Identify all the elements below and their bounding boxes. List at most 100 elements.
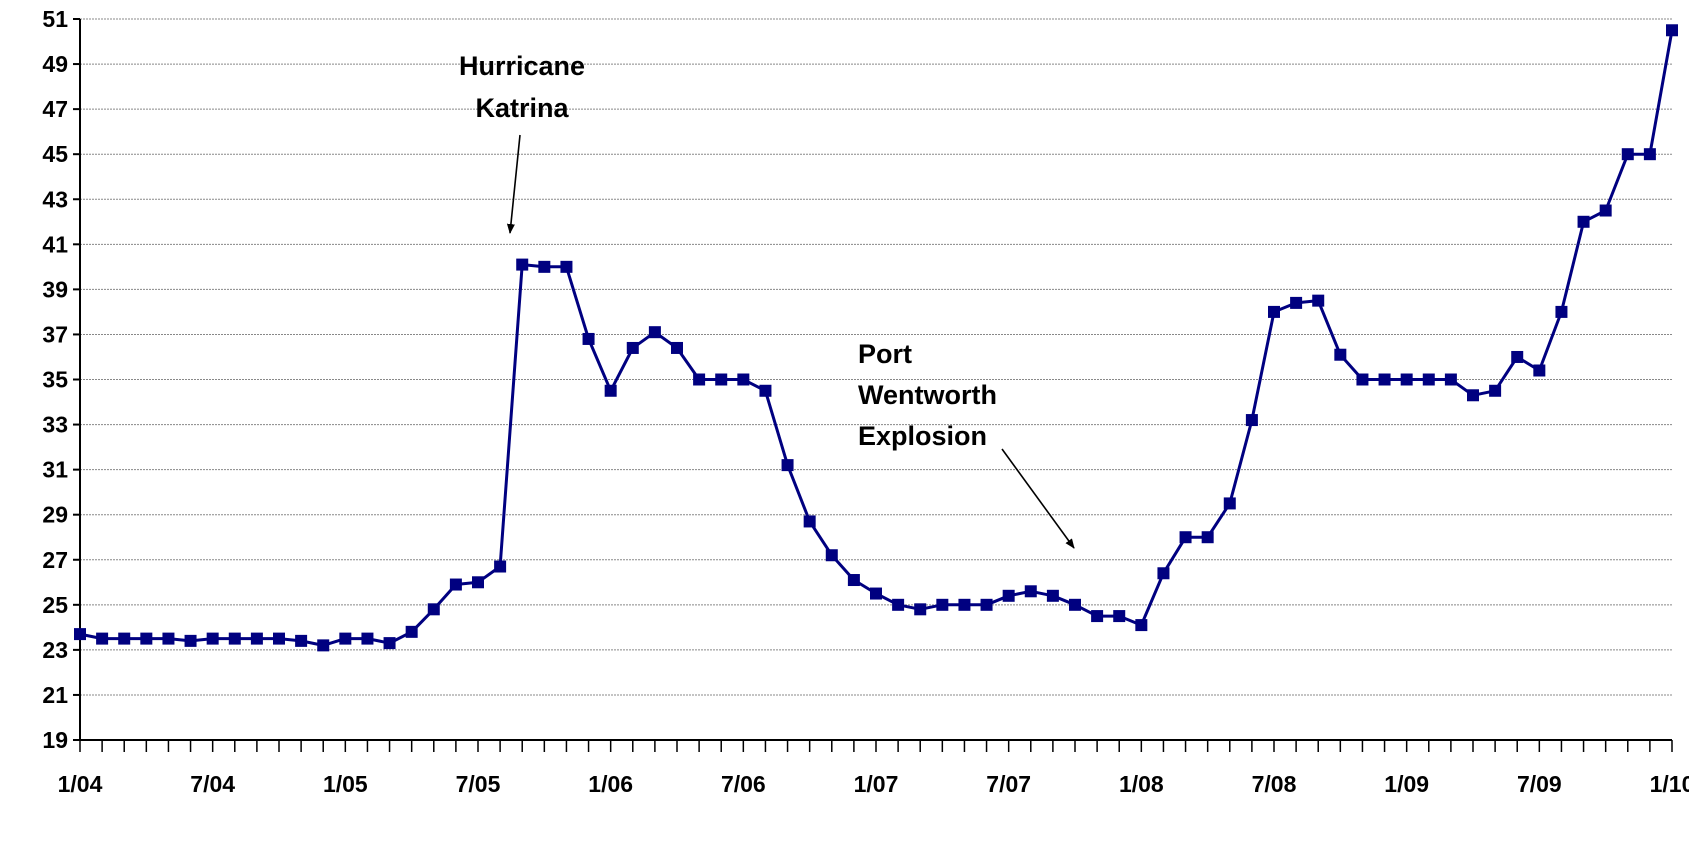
data-point — [1666, 24, 1678, 37]
data-point — [825, 549, 838, 562]
data-point — [781, 459, 794, 472]
x-tick-label: 7/08 — [1252, 771, 1297, 797]
data-point — [1312, 294, 1325, 307]
annotation-text: Katrina — [475, 93, 569, 123]
data-point — [626, 341, 639, 354]
x-tick-label: 7/06 — [721, 771, 766, 797]
data-point — [74, 628, 86, 641]
axes — [73, 18, 1673, 752]
y-tick-label: 47 — [42, 96, 68, 122]
data-point — [604, 384, 617, 397]
y-tick-label: 33 — [42, 412, 68, 438]
data-point — [958, 598, 971, 611]
data-point — [1179, 531, 1192, 544]
series-line — [79, 30, 1674, 647]
data-point — [1268, 305, 1280, 318]
data-point — [516, 258, 529, 271]
x-tick-label: 7/04 — [190, 771, 235, 797]
data-point — [671, 341, 683, 354]
data-point — [1533, 364, 1546, 377]
data-point — [405, 625, 418, 638]
data-point — [295, 634, 308, 647]
data-point — [1378, 373, 1391, 386]
data-point — [1201, 531, 1214, 544]
x-tick-label: 1/04 — [58, 771, 103, 797]
x-tick-label: 1/10 — [1650, 771, 1689, 797]
data-point — [162, 632, 175, 645]
data-point — [582, 332, 595, 345]
x-tick-label: 7/07 — [986, 771, 1031, 797]
data-point — [1334, 348, 1347, 361]
data-point — [1555, 305, 1568, 318]
data-point — [361, 632, 374, 645]
y-tick-label: 49 — [42, 51, 68, 77]
data-point — [273, 632, 285, 645]
data-point — [538, 260, 551, 273]
x-tick-label: 1/07 — [854, 771, 899, 797]
y-tick-label: 19 — [42, 727, 68, 753]
x-tick-label: 7/09 — [1517, 771, 1562, 797]
y-tick-label: 31 — [42, 457, 68, 483]
gridlines — [80, 18, 1672, 696]
annotation: Hurricane Katrina — [459, 51, 585, 234]
data-point — [1091, 610, 1104, 623]
data-point — [737, 373, 750, 386]
annotations: Hurricane Katrina Port Wentworth Explosion — [459, 51, 1075, 549]
data-point — [715, 373, 728, 386]
y-tick-label: 45 — [42, 141, 68, 167]
data-point — [1245, 414, 1258, 427]
data-point — [847, 574, 860, 587]
data-point — [1157, 567, 1170, 580]
x-tick-label: 1/09 — [1384, 771, 1429, 797]
data-point — [184, 634, 197, 647]
y-tick-label: 43 — [42, 186, 68, 212]
data-point — [914, 603, 927, 616]
data-point — [1444, 373, 1457, 386]
y-tick-label: 29 — [42, 502, 68, 528]
data-point — [936, 598, 949, 611]
data-point — [427, 603, 440, 616]
data-point — [118, 632, 131, 645]
data-point — [980, 598, 993, 611]
data-point — [759, 384, 772, 397]
y-tick-label: 27 — [42, 547, 68, 573]
y-tick-label: 37 — [42, 321, 68, 347]
data-point — [1599, 204, 1612, 217]
data-point — [1489, 384, 1502, 397]
y-tick-label: 21 — [42, 682, 68, 708]
y-tick-label: 23 — [42, 637, 68, 663]
data-point — [339, 632, 352, 645]
annotation-text: Port — [858, 339, 912, 369]
data-point — [1400, 373, 1413, 386]
data-point — [1113, 610, 1126, 623]
data-point — [1467, 389, 1479, 402]
data-point — [1002, 589, 1015, 602]
series — [74, 24, 1678, 652]
y-tick-label: 41 — [42, 231, 68, 257]
annotation-arrow — [506, 134, 521, 234]
data-point — [1643, 148, 1656, 161]
annotation-text: Hurricane — [459, 51, 585, 81]
data-point — [1223, 497, 1236, 510]
data-point — [1511, 350, 1524, 363]
y-tick-label: 25 — [42, 592, 68, 618]
data-point — [1046, 589, 1059, 602]
x-axis-tick-labels: 1/04 7/04 1/05 7/05 1/06 7/06 1/07 7/07 1/08 7/08… — [58, 771, 1689, 797]
x-tick-label: 1/05 — [323, 771, 368, 797]
annotation: Port Wentworth Explosion — [858, 339, 1075, 549]
data-point — [472, 576, 484, 589]
data-point — [1069, 598, 1081, 611]
x-tick-label: 7/05 — [456, 771, 501, 797]
data-point — [96, 632, 109, 645]
annotation-text: Explosion — [858, 421, 987, 451]
annotation-text: Wentworth — [858, 380, 997, 410]
data-point — [383, 637, 396, 650]
data-point — [1135, 619, 1148, 632]
data-point — [870, 587, 882, 600]
data-point — [1422, 373, 1435, 386]
data-point — [1577, 215, 1590, 228]
x-tick-label: 1/08 — [1119, 771, 1164, 797]
data-point — [803, 515, 816, 528]
data-point — [560, 260, 573, 273]
